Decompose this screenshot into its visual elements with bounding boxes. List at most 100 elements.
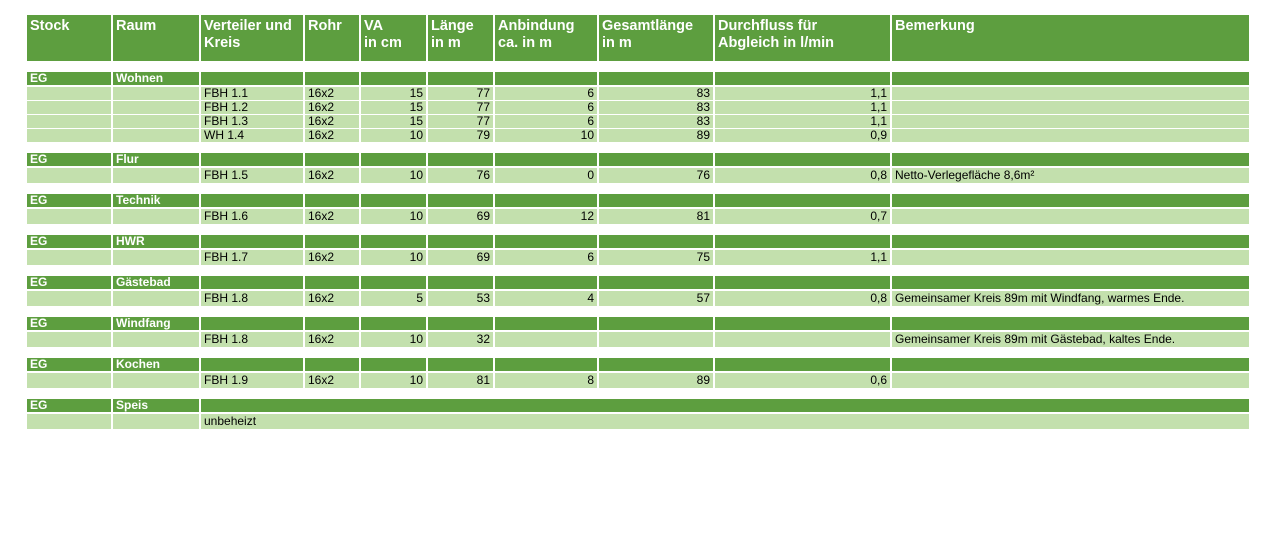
stock-cell: EG <box>27 153 113 168</box>
circuit-anbindung-cell: 10 <box>494 129 599 142</box>
circuit-durchfluss-cell <box>714 331 892 347</box>
empty-room-cell <box>112 86 201 100</box>
circuit-anbindung-cell: 12 <box>494 208 599 224</box>
circuit-kreis-cell: FBH 1.5 <box>200 167 305 183</box>
circuit-rohr-cell: 16x2 <box>304 331 361 347</box>
circuit-kreis-cell: FBH 1.1 <box>200 86 305 100</box>
spacer-cell <box>494 183 599 194</box>
circuit-va-cell: 10 <box>360 167 428 183</box>
circuit-anbindung-cell: 6 <box>494 101 599 114</box>
room-header-fill <box>304 317 361 332</box>
circuit-anbindung-cell: 6 <box>494 115 599 128</box>
room-header-fill <box>598 317 715 332</box>
spacer-cell <box>27 183 113 194</box>
circuit-bemerkung-cell <box>891 86 1249 100</box>
spacer-cell <box>598 306 715 317</box>
empty-stock-cell <box>27 101 113 114</box>
separator-cell <box>494 128 599 129</box>
circuit-gesamt-cell: 83 <box>598 115 715 128</box>
circuit-bemerkung-cell <box>891 115 1249 128</box>
circuit-durchfluss-cell: 1,1 <box>714 249 892 265</box>
header-durchfluss: Durchfluss für Abgleich in l/min <box>714 15 892 61</box>
room-header-fill <box>304 194 361 209</box>
stock-cell: EG <box>27 235 113 250</box>
circuit-gesamt-cell: 76 <box>598 167 715 183</box>
spacer-cell <box>112 347 201 358</box>
circuit-rohr-cell: 16x2 <box>304 290 361 306</box>
empty-stock-cell <box>27 129 113 142</box>
spacer-cell <box>598 388 715 399</box>
empty-stock-cell <box>27 413 113 429</box>
room-name-cell: HWR <box>112 235 201 250</box>
spacer-cell <box>360 224 428 235</box>
spacer-cell <box>427 347 495 358</box>
spacer-cell <box>360 142 428 153</box>
empty-room-cell <box>112 101 201 114</box>
circuit-bemerkung-cell: Gemeinsamer Kreis 89m mit Windfang, warm… <box>891 290 1249 306</box>
separator-cell <box>891 100 1249 101</box>
spacer-cell <box>304 265 361 276</box>
circuit-va-cell: 15 <box>360 115 428 128</box>
room-header-fill <box>427 276 495 291</box>
spacer-cell <box>494 306 599 317</box>
spacer-cell <box>494 265 599 276</box>
spacer-cell <box>494 224 599 235</box>
room-header-fill <box>598 194 715 209</box>
circuit-durchfluss-cell: 1,1 <box>714 115 892 128</box>
circuit-rohr-cell: 16x2 <box>304 129 361 142</box>
spacer-cell <box>200 142 305 153</box>
circuit-kreis-cell: WH 1.4 <box>200 129 305 142</box>
room-header-fill <box>714 276 892 291</box>
room-header-fill <box>304 358 361 373</box>
heating-circuit-table: Stock Raum Verteiler und Kreis Rohr VA in … <box>27 15 1249 429</box>
circuit-durchfluss-cell: 0,7 <box>714 208 892 224</box>
separator-cell <box>200 114 305 115</box>
circuit-row: unbeheizt <box>27 413 1249 429</box>
spacer-cell <box>360 183 428 194</box>
circuit-bemerkung-cell: Netto-Verlegefläche 8,6m² <box>891 167 1249 183</box>
empty-stock-cell <box>27 290 113 306</box>
circuit-durchfluss-cell: 0,9 <box>714 129 892 142</box>
room-header-fill <box>427 194 495 209</box>
spacer-cell <box>427 61 495 72</box>
room-header-fill <box>598 276 715 291</box>
room-header-fill <box>891 358 1249 373</box>
spacer-cell <box>891 183 1249 194</box>
empty-room-cell <box>112 167 201 183</box>
circuit-row: FBH 1.9 16x2 10 81 8 89 0,6 <box>27 372 1249 388</box>
room-header-fill <box>598 72 715 87</box>
room-name-cell: Gästebad <box>112 276 201 291</box>
separator-cell <box>714 114 892 115</box>
circuit-rohr-cell: 16x2 <box>304 372 361 388</box>
spacer-row <box>27 142 1249 153</box>
spacer-cell <box>891 388 1249 399</box>
spacer-cell <box>360 306 428 317</box>
room-name-cell: Technik <box>112 194 201 209</box>
room-header-fill <box>200 276 305 291</box>
spacer-cell <box>427 306 495 317</box>
spacer-cell <box>360 265 428 276</box>
circuit-gesamt-cell: 57 <box>598 290 715 306</box>
spacer-cell <box>304 183 361 194</box>
spacer-row <box>27 265 1249 276</box>
separator-cell <box>360 128 428 129</box>
circuit-anbindung-cell: 0 <box>494 167 599 183</box>
spacer-cell <box>27 61 113 72</box>
empty-stock-cell <box>27 86 113 100</box>
circuit-kreis-cell: FBH 1.2 <box>200 101 305 114</box>
room-header-fill <box>200 153 305 168</box>
circuit-gesamt-cell: 89 <box>598 372 715 388</box>
room-name-cell: Wohnen <box>112 72 201 87</box>
room-name-cell: Kochen <box>112 358 201 373</box>
row-separator <box>27 128 1249 129</box>
circuit-gesamt-cell: 83 <box>598 101 715 114</box>
header-anbindung: Anbindung ca. in m <box>494 15 599 61</box>
header-va: VA in cm <box>360 15 428 61</box>
spacer-cell <box>200 224 305 235</box>
empty-room-cell <box>112 129 201 142</box>
room-header-fill <box>494 194 599 209</box>
separator-cell <box>494 100 599 101</box>
circuit-gesamt-cell: 83 <box>598 86 715 100</box>
separator-cell <box>598 128 715 129</box>
spacer-cell <box>494 142 599 153</box>
